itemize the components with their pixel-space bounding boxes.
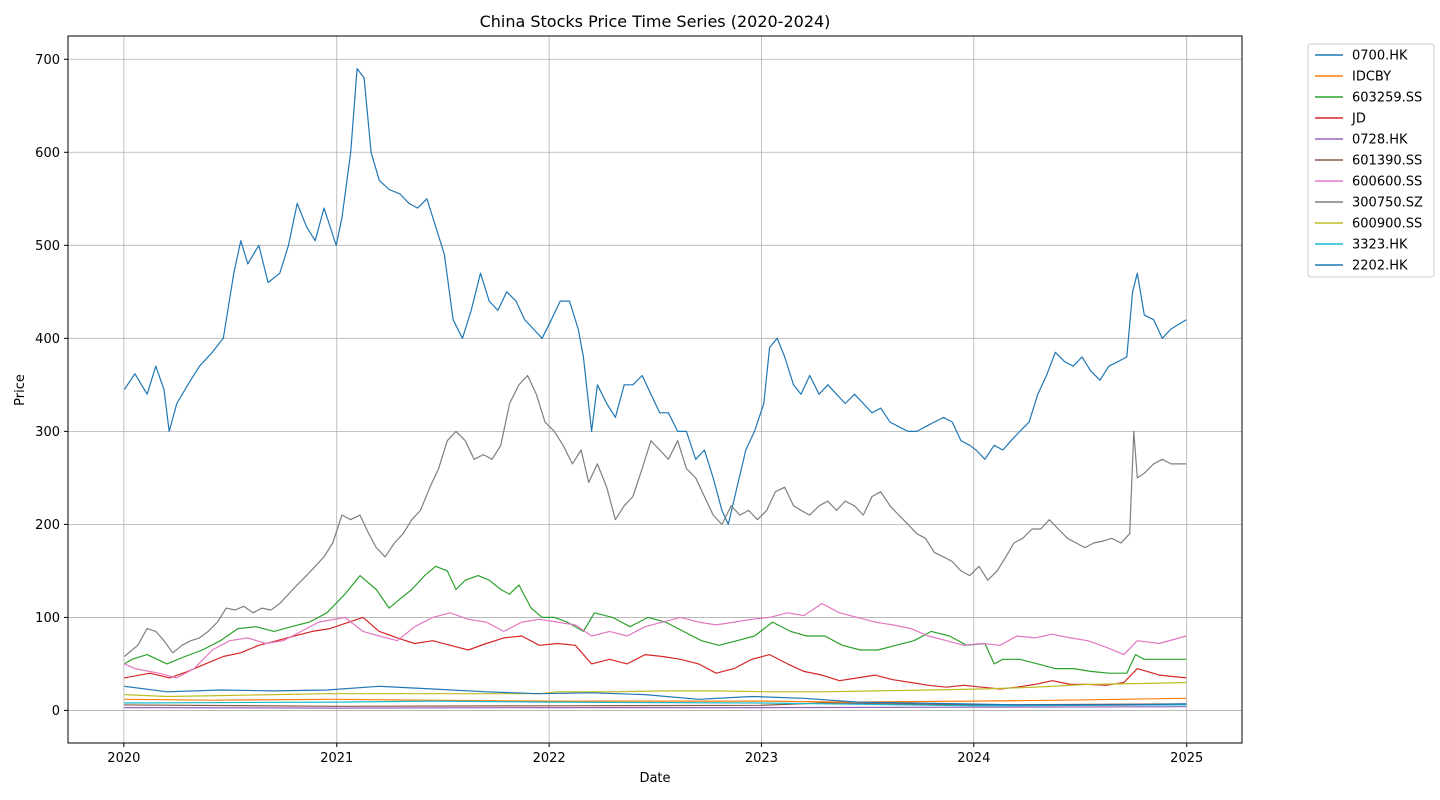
legend-label: 0728.HK [1352,133,1408,148]
y-tick-label: 700 [35,53,60,68]
series-line-2202-hk [124,685,1187,706]
series-line-600600-ss [124,602,1187,679]
series-line-300750-sz [124,374,1187,657]
y-tick-label: 600 [35,146,60,161]
axis-ticks: 2020 2021 2022 2023 2024 2025 0 100 200 300 400 500… [35,53,1203,766]
x-tick-label: 2023 [745,751,778,766]
legend-label: 2202.HK [1352,259,1408,274]
x-axis-label: Date [639,771,670,786]
legend-label: 600900.SS [1352,217,1422,232]
x-tick-label: 2022 [533,751,566,766]
chart-title: China Stocks Price Time Series (2020-202… [480,12,831,31]
series-line-603259-ss [124,565,1187,674]
y-tick-label: 300 [35,425,60,440]
legend-label: 600600.SS [1352,175,1422,190]
legend-label: 0700.HK [1352,49,1408,64]
series-line-idcby [124,697,1187,703]
y-tick-label: 200 [35,518,60,533]
y-tick-label: 0 [52,704,60,719]
y-tick-label: 500 [35,239,60,254]
x-tick-label: 2021 [320,751,353,766]
legend-label: JD [1351,112,1366,127]
series-line-3323-hk [124,700,1187,707]
y-tick-label: 400 [35,332,60,347]
plot-frame [67,35,1243,744]
series-line-601390-ss [124,702,1187,707]
x-tick-label: 2020 [107,751,140,766]
legend-label: IDCBY [1352,70,1391,85]
series-lines [123,67,1187,709]
legend-label: 3323.HK [1352,238,1408,253]
y-axis-label: Price [13,374,28,406]
legend-box [1307,43,1435,278]
legend-label: 603259.SS [1352,91,1422,106]
x-tick-label: 2024 [957,751,990,766]
legend-label: 300750.SZ [1352,196,1423,211]
y-tick-label: 100 [35,611,60,626]
series-line-600900-ss [124,681,1187,698]
legend-label: 601390.SS [1352,154,1422,169]
grid-lines [68,36,1242,743]
legend: 0700.HK IDCBY 603259.SS JD 0728.HK 601390.SS 6… [1307,43,1435,278]
series-line-0700-hk [123,67,1187,526]
x-tick-label: 2025 [1170,751,1203,766]
series-line-0728-hk [124,706,1187,709]
